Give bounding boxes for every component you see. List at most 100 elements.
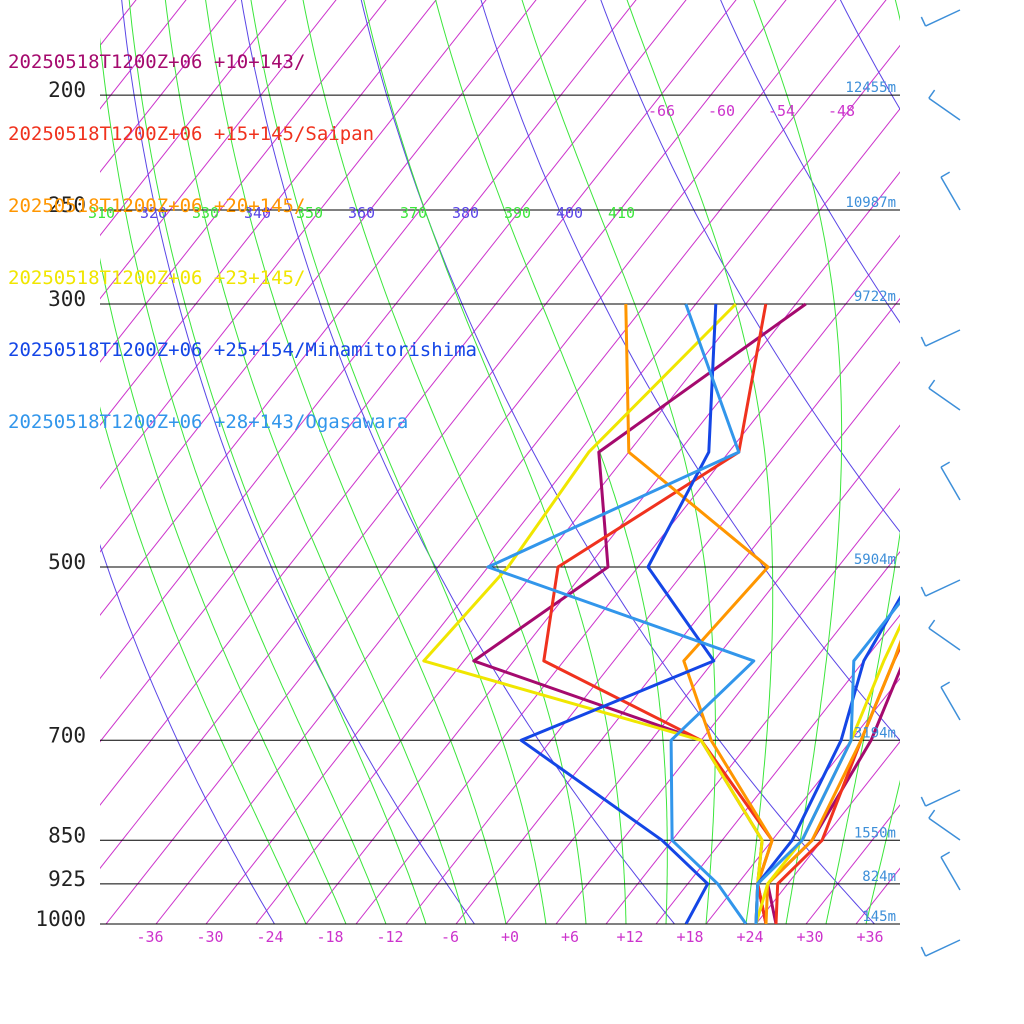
temperature-tick-label: +30 <box>796 928 823 946</box>
upper-temperature-label: -60 <box>708 102 735 120</box>
wind-barb <box>925 329 961 347</box>
pressure-label: 1000 <box>35 907 86 931</box>
wind-barb <box>925 939 961 957</box>
isotherm-line <box>755 740 900 924</box>
isotherm-line <box>100 0 637 680</box>
dry-adiabat-line <box>480 0 900 742</box>
upper-temperature-label: -54 <box>768 102 795 120</box>
temperature-profile <box>754 622 900 924</box>
isotherm-line <box>100 0 237 173</box>
isotherm-line <box>855 867 900 924</box>
theta-label: 350 <box>296 204 323 222</box>
theta-label: 410 <box>608 204 635 222</box>
theta-label: 360 <box>348 204 375 222</box>
temperature-tick-label: -30 <box>196 928 223 946</box>
legend-entry: 20250518T1200Z+06 +10+143/ <box>8 51 306 73</box>
isotherm-line <box>305 171 900 924</box>
wind-barbs <box>920 9 961 957</box>
legend-entry: 20250518T1200Z+06 +15+145/Saipan <box>8 123 375 145</box>
wind-barb <box>940 176 961 211</box>
wind-barb <box>928 627 961 651</box>
wind-barb-flag <box>920 16 927 27</box>
dry-adiabat-line <box>878 0 1024 949</box>
isotherm-line <box>100 0 537 553</box>
dry-adiabat-line <box>360 0 876 924</box>
dry-adiabat-line <box>958 0 1024 949</box>
theta-label: 330 <box>192 204 219 222</box>
temperature-tick-label: +36 <box>856 928 883 946</box>
wind-barb <box>928 97 961 121</box>
height-label: 145m <box>862 909 896 925</box>
temperature-tick-label: +6 <box>561 928 579 946</box>
temperature-tick-label: -6 <box>441 928 459 946</box>
height-label: 12455m <box>845 80 896 96</box>
isotherm-line <box>100 0 787 870</box>
isotherm-line <box>100 0 437 427</box>
axis-labels: 100150200250300500700850925100016649m142… <box>35 78 896 946</box>
wind-barb-flag <box>940 461 951 468</box>
pressure-label: 250 <box>48 193 86 217</box>
temperature-tick-label: -24 <box>256 928 283 946</box>
dry-adiabat-line <box>720 0 900 324</box>
isotherm-line <box>100 0 337 300</box>
isotherm-line <box>405 297 900 924</box>
pressure-label: 500 <box>48 550 86 574</box>
sounding-profiles <box>422 302 900 924</box>
wind-barb-flag <box>928 89 936 99</box>
legend: 20250518T1200Z+06 +10+143/ 20250518T1200… <box>8 2 477 458</box>
theta-label: 400 <box>556 204 583 222</box>
isotherm-line <box>555 487 900 924</box>
height-label: 824m <box>862 869 896 885</box>
height-label: 9722m <box>854 289 896 305</box>
isotherm-line <box>155 0 887 924</box>
temperature-tick-label: +0 <box>501 928 519 946</box>
wind-barb <box>925 789 961 807</box>
pressure-label: 925 <box>48 867 86 891</box>
theta-label: 340 <box>244 204 271 222</box>
pressure-label: 300 <box>48 287 86 311</box>
temperature-tick-label: +24 <box>736 928 763 946</box>
isotherm-line <box>100 0 387 363</box>
legend-entry: 20250518T1200Z+06 +20+145/ <box>8 195 306 217</box>
theta-label: 390 <box>504 204 531 222</box>
dry-adiabat-line <box>100 543 276 924</box>
height-label: 10987m <box>845 195 896 211</box>
legend-entry: 20250518T1200Z+06 +28+143/Ogasawara <box>8 411 409 433</box>
isotherm-line <box>455 361 900 924</box>
isotherm-line <box>100 0 487 490</box>
isotherm-lines <box>100 0 1024 924</box>
legend-entry: 20250518T1200Z+06 +23+145/ <box>8 267 306 289</box>
temperature-tick-label: +18 <box>676 928 703 946</box>
isotherm-line <box>906 0 1024 924</box>
dry-adiabat-line <box>719 0 1024 949</box>
isotherm-line <box>100 0 737 806</box>
dry-adiabat-line <box>121 0 476 924</box>
pressure-label: 850 <box>48 823 86 847</box>
isotherm-line <box>100 0 587 616</box>
temperature-tick-label: -18 <box>316 928 343 946</box>
isotherm-line <box>355 234 900 924</box>
wind-barb-flag <box>928 809 936 819</box>
dewpoint-profile <box>542 303 774 924</box>
upper-temperature-label: -48 <box>828 102 855 120</box>
wind-barb-flag <box>920 796 927 807</box>
wind-barb-flag <box>940 851 951 858</box>
temperature-profile <box>764 639 900 924</box>
theta-label: 380 <box>452 204 479 222</box>
legend-entry: 20250518T1200Z+06 +25+154/Minamitorishim… <box>8 339 477 361</box>
wind-barb-flag <box>920 586 927 597</box>
pressure-label: 700 <box>48 723 86 747</box>
pressure-label: 200 <box>48 78 86 102</box>
temperature-tick-label: -12 <box>376 928 403 946</box>
temperature-profile <box>754 595 900 924</box>
wind-barb-flag <box>928 619 936 629</box>
wind-barb <box>940 686 961 721</box>
isotherm-line <box>105 0 837 924</box>
wind-barb <box>925 579 961 597</box>
height-label: 3194m <box>854 725 896 741</box>
isotherm-line <box>100 0 287 237</box>
temperature-tick-label: -36 <box>136 928 163 946</box>
dewpoint-profile <box>486 303 756 924</box>
wind-barb-flag <box>920 946 927 957</box>
